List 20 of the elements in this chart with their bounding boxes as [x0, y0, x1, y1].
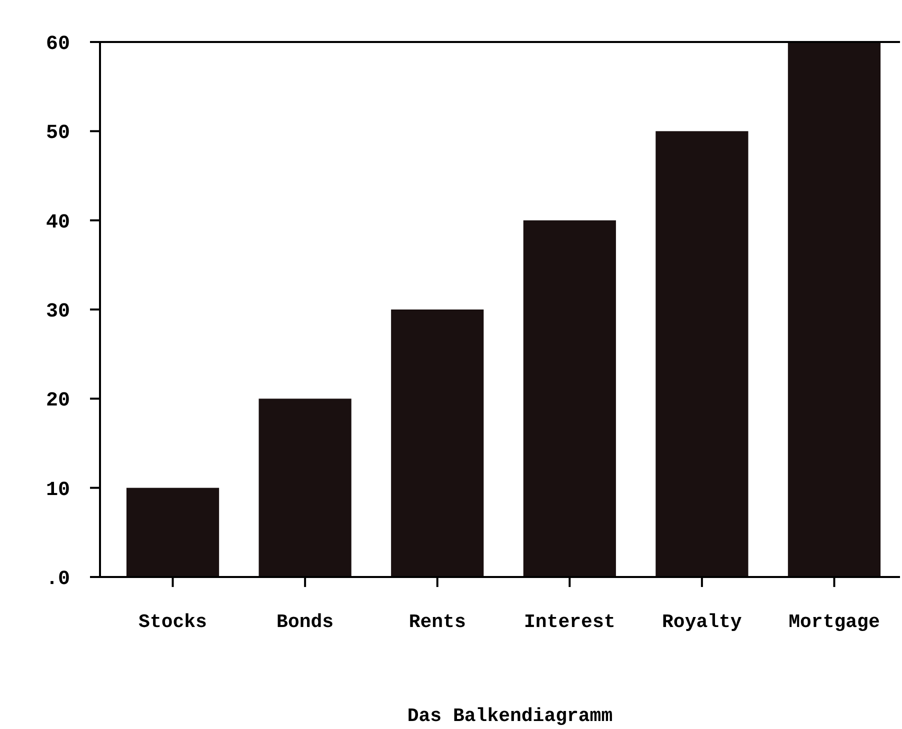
bar — [656, 131, 748, 577]
y-tick-label: 40 — [46, 211, 70, 234]
x-tick-label: Royalty — [662, 611, 742, 633]
bar — [523, 220, 616, 577]
y-tick-label: 50 — [46, 122, 70, 146]
y-tick-label: 60 — [46, 33, 70, 56]
y-tick-label: .0 — [46, 568, 70, 591]
bar — [126, 488, 220, 577]
y-tick-label: 10 — [46, 478, 70, 502]
bar — [788, 42, 881, 577]
y-tick-label: 20 — [46, 390, 70, 413]
x-tick-label: Stocks — [138, 611, 207, 633]
bar — [391, 310, 484, 577]
x-tick-label: Rents — [408, 611, 466, 633]
x-tick-label: Mortgage — [788, 611, 880, 633]
x-axis-title: Das Balkendiagramm — [407, 705, 613, 727]
bar — [258, 398, 352, 577]
x-tick-label: Interest — [524, 611, 616, 633]
y-tick-label: 30 — [46, 300, 70, 324]
x-tick-label: Bonds — [276, 611, 334, 633]
